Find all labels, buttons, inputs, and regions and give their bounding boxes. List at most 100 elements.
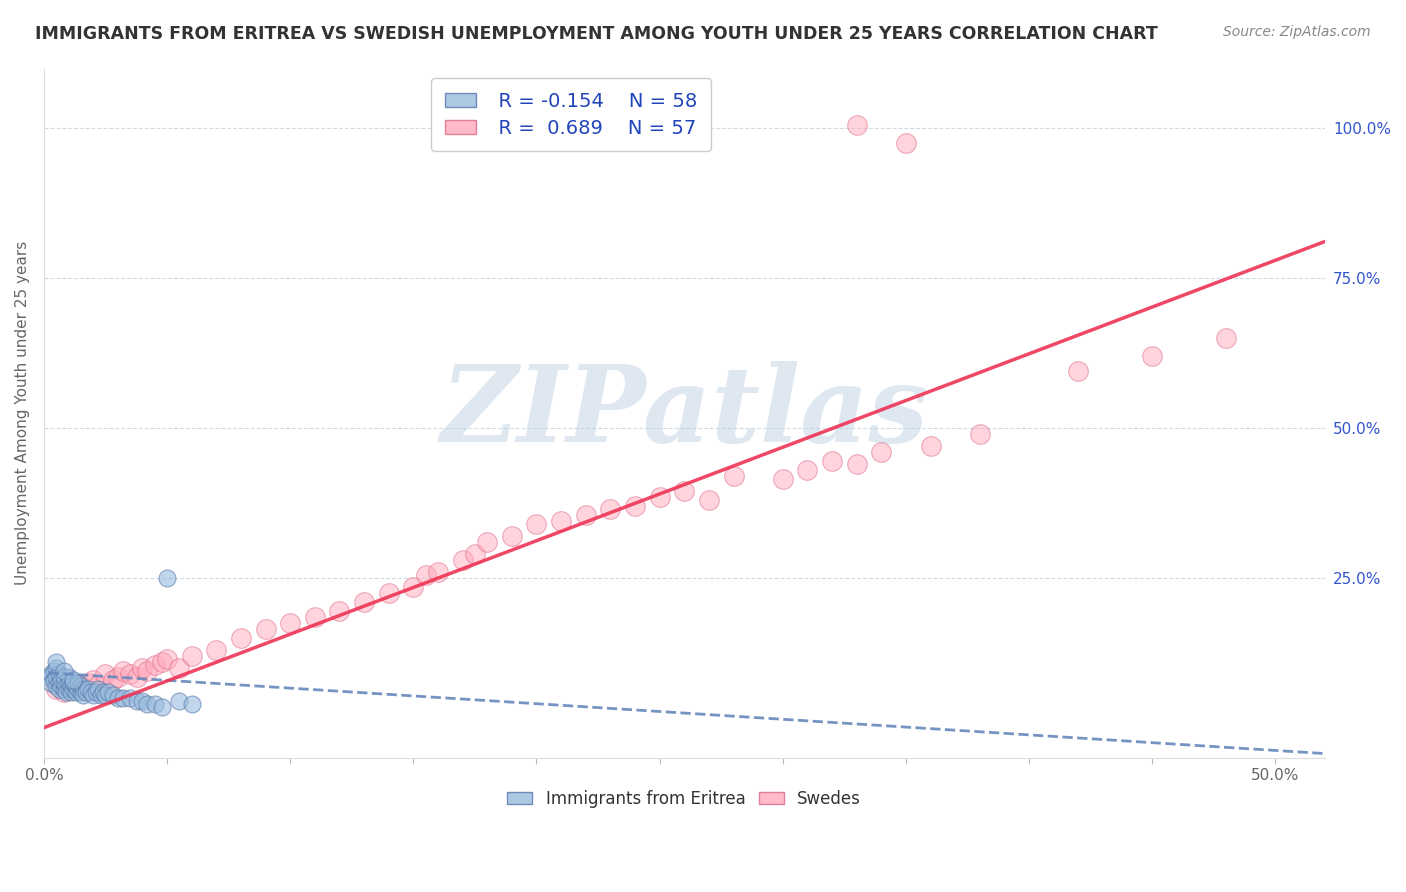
Point — [42, 664, 65, 678]
Point — [624, 499, 647, 513]
Point — [111, 690, 134, 705]
Point — [77, 675, 100, 690]
Point — [1067, 364, 1090, 378]
Point — [87, 681, 110, 696]
Point — [72, 688, 94, 702]
Point — [599, 502, 621, 516]
Point — [59, 679, 82, 693]
Point — [67, 675, 90, 690]
Point — [55, 679, 77, 693]
Point — [69, 679, 91, 693]
Point — [821, 454, 844, 468]
Point — [723, 469, 745, 483]
Point — [48, 681, 70, 696]
Point — [205, 642, 228, 657]
Point — [180, 648, 202, 663]
Point — [52, 664, 75, 678]
Point — [79, 684, 101, 698]
Point — [150, 699, 173, 714]
Point — [45, 679, 67, 693]
Point — [62, 680, 84, 694]
Text: Source: ZipAtlas.com: Source: ZipAtlas.com — [1223, 25, 1371, 39]
Point — [156, 652, 179, 666]
Point — [107, 670, 129, 684]
Point — [42, 673, 65, 687]
Point — [845, 119, 868, 133]
Point — [143, 657, 166, 672]
Point — [697, 493, 720, 508]
Point — [353, 595, 375, 609]
Point — [39, 675, 62, 690]
Point — [77, 681, 100, 696]
Point — [1142, 349, 1164, 363]
Point — [845, 457, 868, 471]
Point — [150, 655, 173, 669]
Point — [143, 697, 166, 711]
Point — [648, 490, 671, 504]
Point — [501, 529, 523, 543]
Point — [65, 684, 87, 698]
Point — [62, 673, 84, 687]
Point — [59, 684, 82, 698]
Point — [69, 679, 91, 693]
Point — [58, 670, 80, 684]
Point — [120, 666, 142, 681]
Point — [49, 673, 72, 687]
Point — [180, 697, 202, 711]
Point — [91, 684, 114, 698]
Point — [62, 681, 84, 696]
Point — [136, 664, 159, 678]
Point — [82, 688, 104, 702]
Point — [87, 677, 110, 691]
Point — [1215, 331, 1237, 345]
Point — [52, 675, 75, 690]
Point — [58, 681, 80, 696]
Point — [97, 684, 120, 698]
Point — [131, 661, 153, 675]
Point — [111, 664, 134, 678]
Point — [451, 553, 474, 567]
Point — [526, 516, 548, 531]
Point — [254, 622, 277, 636]
Point — [169, 661, 191, 675]
Point — [45, 681, 67, 696]
Y-axis label: Unemployment Among Youth under 25 years: Unemployment Among Youth under 25 years — [15, 241, 30, 585]
Point — [415, 567, 437, 582]
Point — [72, 681, 94, 696]
Point — [52, 670, 75, 684]
Point — [131, 694, 153, 708]
Point — [65, 679, 87, 693]
Point — [796, 463, 818, 477]
Point — [575, 508, 598, 522]
Point — [402, 580, 425, 594]
Point — [84, 684, 107, 698]
Legend: Immigrants from Eritrea, Swedes: Immigrants from Eritrea, Swedes — [501, 783, 868, 814]
Point — [969, 427, 991, 442]
Point — [127, 670, 149, 684]
Point — [62, 675, 84, 690]
Point — [894, 136, 917, 151]
Point — [107, 690, 129, 705]
Point — [58, 675, 80, 690]
Point — [156, 571, 179, 585]
Point — [127, 694, 149, 708]
Point — [136, 697, 159, 711]
Point — [39, 666, 62, 681]
Point — [48, 666, 70, 681]
Point — [464, 547, 486, 561]
Point — [550, 514, 572, 528]
Point — [101, 688, 124, 702]
Point — [45, 670, 67, 684]
Point — [673, 483, 696, 498]
Point — [427, 565, 450, 579]
Point — [45, 655, 67, 669]
Point — [90, 688, 112, 702]
Point — [328, 604, 350, 618]
Point — [58, 675, 80, 690]
Point — [304, 610, 326, 624]
Point — [94, 688, 117, 702]
Point — [52, 684, 75, 698]
Point — [920, 439, 942, 453]
Point — [52, 681, 75, 696]
Point — [169, 694, 191, 708]
